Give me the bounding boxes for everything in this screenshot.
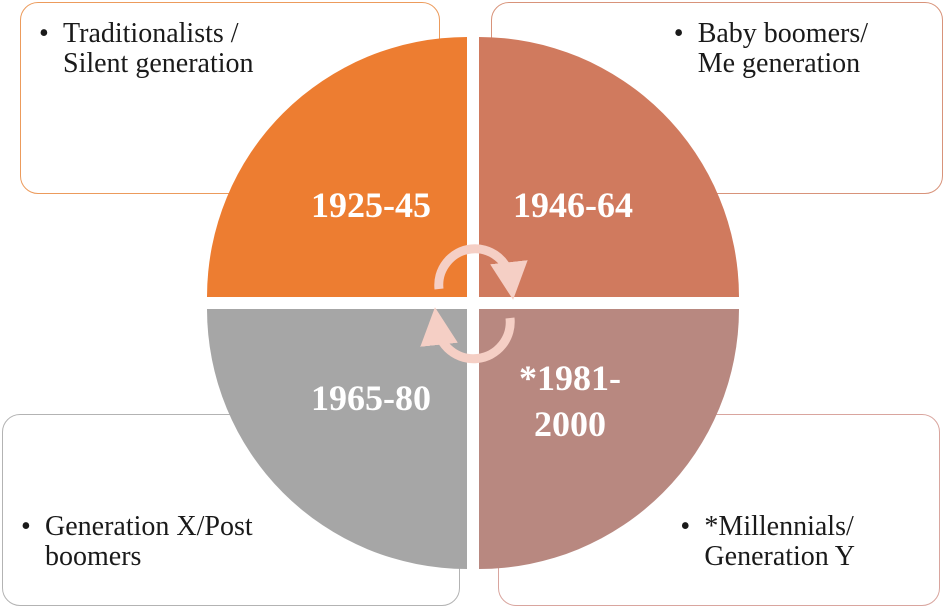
quadrant-label-1965-80: 1965-80 (311, 378, 431, 418)
card-line1: *Millennials/ (704, 511, 854, 542)
card-text: • Traditionalists / Silent generation (39, 19, 254, 79)
quadrant-1946-64 (479, 37, 739, 297)
card-text: • Generation X/Post boomers (21, 512, 253, 572)
bullet-icon: • (673, 18, 684, 49)
card-line2: Me generation (697, 48, 861, 79)
cycle-arrow-top-icon (434, 244, 528, 300)
card-line1: Baby boomers/ (697, 18, 868, 49)
card-line1: Traditionalists / (63, 18, 239, 49)
bullet-icon: • (680, 511, 691, 542)
bullet-icon: • (39, 18, 49, 49)
quadrant-label-1946-64: 1946-64 (513, 185, 633, 225)
quadrant-label-1981-line1: *1981- (519, 358, 621, 398)
card-text: • *Millennials/ Generation Y (680, 512, 855, 572)
card-line2: Silent generation (63, 48, 254, 79)
bullet-icon: • (21, 511, 31, 542)
card-line1: Generation X/Post (45, 511, 253, 542)
quadrant-1981-2000 (479, 309, 739, 569)
card-line2: Generation Y (704, 541, 855, 572)
quadrant-1925-45 (207, 37, 467, 297)
cycle-arrow-bottom-icon (420, 307, 515, 364)
quadrant-1965-80 (207, 309, 467, 569)
quadrant-label-2000-line2: 2000 (534, 404, 606, 444)
quadrant-label-1925-45: 1925-45 (311, 185, 431, 225)
card-line2: boomers (45, 541, 142, 572)
card-text: • Baby boomers/ Me generation (674, 19, 868, 79)
